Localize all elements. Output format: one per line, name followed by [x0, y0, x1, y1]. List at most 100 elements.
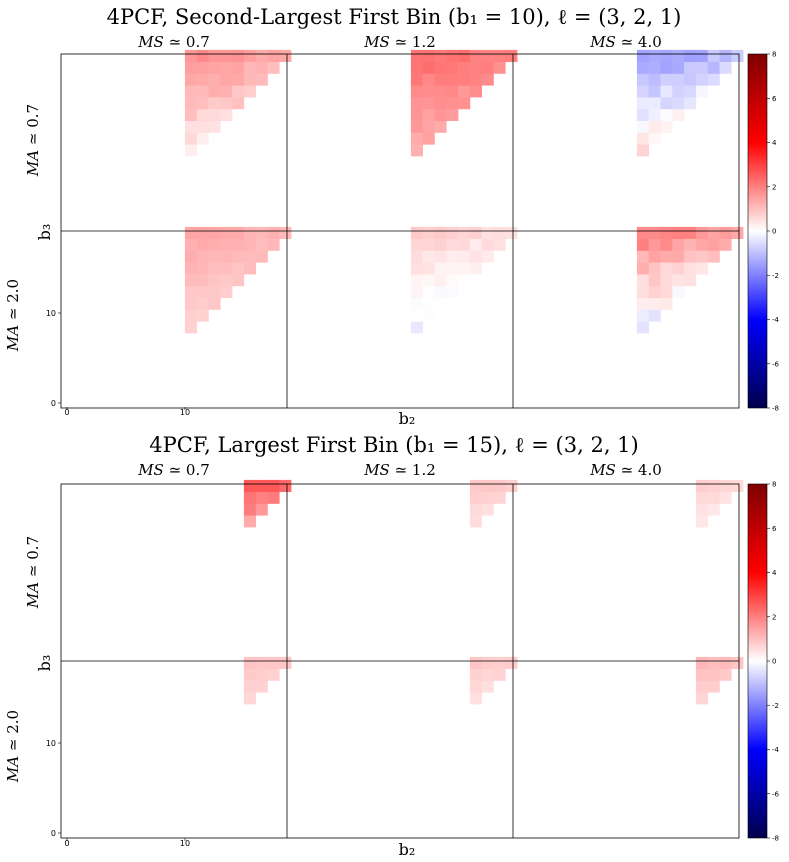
- heatmap-cell: [684, 262, 697, 275]
- heatmap-cell: [243, 226, 256, 239]
- heatmap-cell: [220, 250, 233, 263]
- heatmap-cell: [695, 226, 708, 239]
- heatmap-cell: [660, 226, 673, 239]
- heatmap-cell: [267, 491, 280, 504]
- heatmap-cell: [636, 238, 649, 251]
- heatmap-cell: [184, 238, 197, 251]
- figure-2-title: 4PCF, Largest First Bin (b₁ = 15), ℓ = (…: [149, 433, 638, 457]
- heatmap-cell: [660, 262, 673, 275]
- heatmap-cell: [707, 73, 720, 86]
- heatmap-cell: [232, 61, 245, 74]
- heatmap-cell: [636, 144, 649, 157]
- heatmap-cell: [446, 274, 459, 287]
- heatmap-cell: [279, 656, 292, 669]
- figure-1-colorbar: [747, 53, 768, 409]
- heatmap-cell: [434, 108, 447, 121]
- heatmap-cell: [446, 262, 459, 275]
- heatmap-cell: [184, 144, 197, 157]
- figure-1-row-label-1: 𝑀𝐴 ≃ 0.7: [24, 104, 42, 177]
- colorbar-tick-label: 8: [772, 51, 776, 59]
- heatmap-cell: [255, 238, 268, 251]
- figure-2-x-axis-label: b₂: [399, 840, 416, 859]
- heatmap-cell: [719, 49, 732, 62]
- heatmap-cell: [422, 49, 435, 62]
- heatmap-cell: [695, 479, 708, 492]
- heatmap-cell: [410, 108, 423, 121]
- heatmap-cell: [469, 226, 482, 239]
- heatmap-cell: [660, 285, 673, 298]
- heatmap-cell: [684, 61, 697, 74]
- heatmap-cell: [481, 73, 494, 86]
- heatmap-cell: [505, 226, 518, 239]
- heatmap-cell: [684, 238, 697, 251]
- heatmap-cell: [434, 297, 447, 310]
- figure-2-row-label-2: 𝑀𝐴 ≃ 2.0: [4, 710, 22, 783]
- heatmap-cell: [719, 61, 732, 74]
- heatmap-cell: [469, 262, 482, 275]
- heatmap-cell: [672, 108, 685, 121]
- heatmap-cell: [184, 108, 197, 121]
- colorbar-tick-label: 6: [772, 95, 777, 103]
- heatmap-cell: [672, 97, 685, 110]
- heatmap-cell: [184, 321, 197, 334]
- heatmap-cell: [434, 85, 447, 98]
- heatmap-cell: [422, 274, 435, 287]
- heatmap-cell: [695, 515, 708, 528]
- heatmap-cell: [434, 97, 447, 110]
- heatmap-cell: [446, 85, 459, 98]
- heatmap-cell: [434, 49, 447, 62]
- heatmap-cell: [422, 297, 435, 310]
- heatmap-cell: [481, 226, 494, 239]
- heatmap-cell: [196, 309, 209, 322]
- heatmap-cell: [505, 49, 518, 62]
- heatmap-cell: [243, 680, 256, 693]
- heatmap-cell: [636, 309, 649, 322]
- figure-1-title: 4PCF, Second-Largest First Bin (b₁ = 10)…: [107, 5, 682, 29]
- heatmap-cell: [255, 49, 268, 62]
- heatmap-cell: [243, 692, 256, 705]
- heatmap-cell: [719, 238, 732, 251]
- heatmap-cell: [648, 262, 661, 275]
- heatmap-cell: [684, 49, 697, 62]
- colorbar-tick-label: -4: [772, 316, 780, 324]
- heatmap-cell: [469, 668, 482, 681]
- heatmap-cell: [469, 503, 482, 516]
- figure-1-row-label-2: 𝑀𝐴 ≃ 2.0: [4, 279, 22, 352]
- heatmap-cell: [695, 680, 708, 693]
- heatmap-cell: [493, 668, 506, 681]
- heatmap-cell: [196, 285, 209, 298]
- heatmap-cell: [458, 61, 471, 74]
- heatmap-cell: [481, 491, 494, 504]
- heatmap-cell: [481, 61, 494, 74]
- colorbar-tick-label: 2: [772, 183, 776, 191]
- colorbar-tick-label: -4: [772, 746, 780, 754]
- heatmap-cell: [446, 226, 459, 239]
- heatmap-cell: [648, 73, 661, 86]
- heatmap-cell: [469, 61, 482, 74]
- heatmap-cell: [232, 97, 245, 110]
- heatmap-cell: [410, 132, 423, 145]
- heatmap-cell: [660, 120, 673, 133]
- heatmap-cell: [695, 262, 708, 275]
- heatmap-cell: [196, 108, 209, 121]
- heatmap-cell: [184, 85, 197, 98]
- heatmap-cell: [648, 85, 661, 98]
- heatmap-cell: [410, 97, 423, 110]
- heatmap-cell: [243, 656, 256, 669]
- heatmap-cell: [410, 73, 423, 86]
- heatmap-cell: [660, 250, 673, 263]
- heatmap-cell: [410, 144, 423, 157]
- heatmap-cell: [469, 491, 482, 504]
- heatmap-cell: [648, 108, 661, 121]
- heatmap-cell: [458, 85, 471, 98]
- heatmap-cell: [208, 73, 221, 86]
- heatmap-cell: [469, 49, 482, 62]
- heatmap-cell: [719, 668, 732, 681]
- colorbar-tick-label: 6: [772, 525, 777, 533]
- heatmap-cell: [422, 132, 435, 145]
- colorbar-tick-label: -8: [772, 405, 779, 413]
- heatmap-cell: [648, 250, 661, 263]
- heatmap-cell: [469, 85, 482, 98]
- heatmap-cell: [695, 692, 708, 705]
- heatmap-cell: [707, 238, 720, 251]
